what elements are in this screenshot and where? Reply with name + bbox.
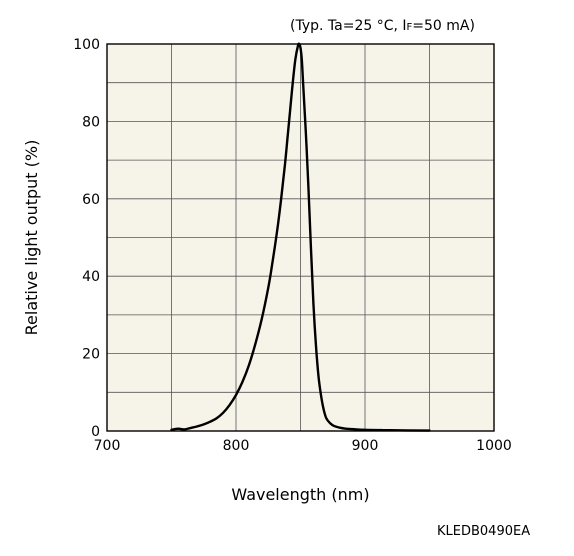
y-tick-label: 40 [82, 269, 100, 285]
y-tick-label: 20 [82, 347, 100, 363]
conditions-note: (Typ. Ta=25 °C, IF=50 mA) [290, 18, 475, 34]
y-tick-label: 0 [91, 424, 100, 440]
y-tick-label: 100 [73, 37, 100, 53]
document-code: KLEDB0490EA [437, 524, 531, 539]
x-tick-labels: 700 800 900 1000 [94, 438, 512, 454]
y-axis-label: Relative light output (%) [22, 140, 41, 336]
x-tick-label: 900 [352, 438, 379, 454]
conditions-note-sub: F [406, 22, 413, 33]
conditions-note-open: (Typ. Ta=25 °C, I [290, 18, 407, 34]
conditions-note-close: =50 mA) [412, 18, 475, 34]
x-tick-label: 1000 [476, 438, 512, 454]
x-tick-label: 800 [223, 438, 250, 454]
series-line [170, 42, 431, 432]
y-tick-label: 80 [82, 114, 100, 130]
x-tick-label: 700 [94, 438, 121, 454]
x-axis-label: Wavelength (nm) [231, 485, 369, 504]
y-tick-label: 60 [82, 192, 100, 208]
plot-frame [106, 43, 495, 432]
y-tick-labels: 0 20 40 60 80 100 [73, 37, 100, 440]
